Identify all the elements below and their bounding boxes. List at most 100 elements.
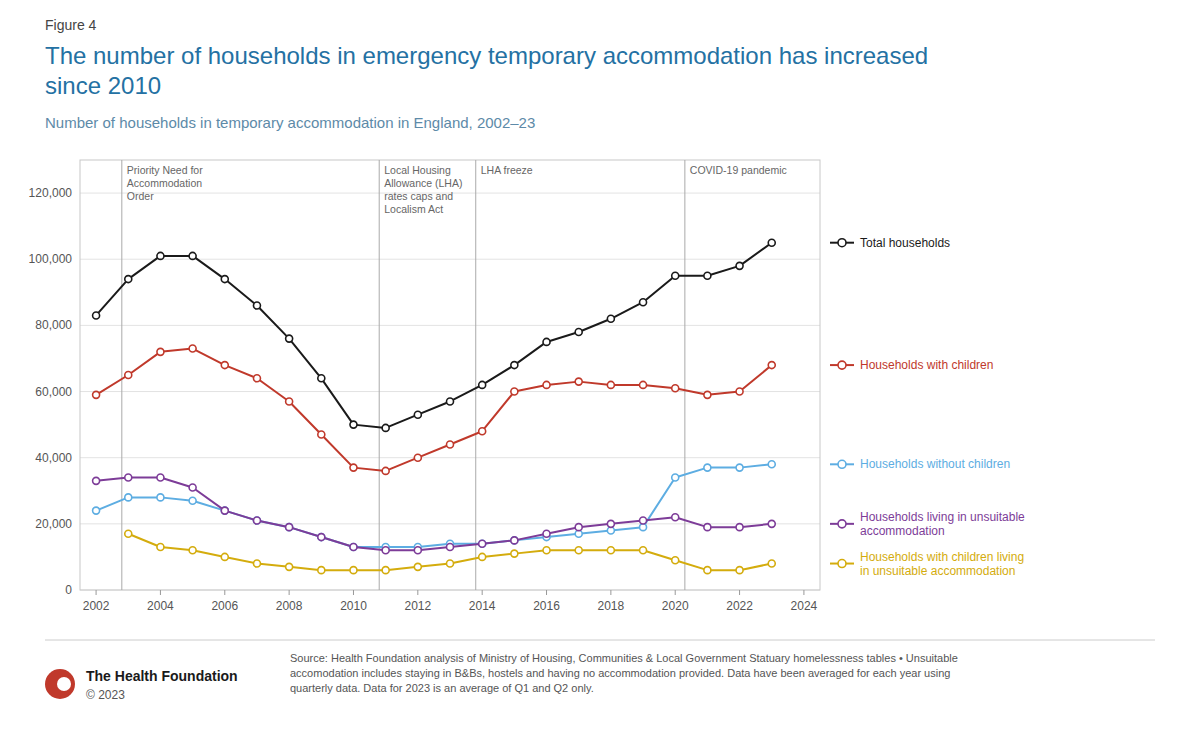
data-point [318, 567, 325, 574]
data-point [221, 507, 228, 514]
data-point [768, 461, 775, 468]
data-point [640, 381, 647, 388]
data-point [607, 547, 614, 554]
data-point [575, 378, 582, 385]
data-point [672, 385, 679, 392]
x-tick-label: 2014 [469, 599, 496, 613]
data-point [382, 424, 389, 431]
data-point [607, 315, 614, 322]
data-point [286, 563, 293, 570]
x-tick [417, 590, 418, 595]
data-point [640, 299, 647, 306]
x-tick-label: 2022 [726, 599, 753, 613]
data-point [607, 381, 614, 388]
data-point [93, 312, 100, 319]
x-tick [803, 590, 804, 595]
data-point [189, 252, 196, 259]
data-point [157, 474, 164, 481]
data-point [350, 421, 357, 428]
legend-label: Households with children livingin unsuit… [860, 550, 1024, 578]
data-point [125, 530, 132, 537]
data-point [479, 381, 486, 388]
org-name: The Health Foundation [86, 668, 238, 684]
logo [57, 677, 71, 691]
x-tick [675, 590, 676, 595]
reference-line [475, 160, 476, 590]
series-line [96, 478, 772, 551]
legend: Total householdsHouseholds with children… [830, 236, 1025, 578]
data-point [350, 544, 357, 551]
data-point [414, 547, 421, 554]
data-point [640, 517, 647, 524]
data-point [382, 467, 389, 474]
x-tick-label: 2018 [598, 599, 625, 613]
text-line: Households with children [860, 358, 993, 372]
text-line: Households without children [860, 457, 1010, 471]
data-point [157, 252, 164, 259]
reference-line [121, 160, 122, 590]
x-tick-label: 2004 [147, 599, 174, 613]
source: Source: Health Foundation analysis of Mi… [290, 652, 958, 694]
x-tick [289, 590, 290, 595]
x-tick-label: 2012 [404, 599, 431, 613]
data-point [511, 362, 518, 369]
legend-marker [838, 460, 846, 468]
series-line [96, 243, 772, 428]
data-point [157, 348, 164, 355]
text-line: accomodation includes staying in B&Bs, h… [290, 667, 950, 679]
legend-marker [838, 560, 846, 568]
x-tick-label: 2002 [83, 599, 110, 613]
data-point [253, 560, 260, 567]
data-point [286, 524, 293, 531]
data-point [318, 534, 325, 541]
data-point [157, 544, 164, 551]
data-point [447, 544, 454, 551]
annotation: Priority Need forAccommodationOrder [127, 164, 203, 202]
series [93, 461, 776, 551]
data-point [543, 338, 550, 345]
x-tick-label: 2024 [791, 599, 818, 613]
data-point [768, 362, 775, 369]
text-line: Order [127, 190, 154, 202]
data-point [125, 372, 132, 379]
data-point [704, 272, 711, 279]
text-line: Allowance (LHA) [384, 177, 462, 189]
data-point [189, 484, 196, 491]
annotations: Priority Need forAccommodationOrder Local… [127, 164, 787, 215]
data-point [125, 474, 132, 481]
data-point [768, 560, 775, 567]
data-point [221, 276, 228, 283]
data-point [447, 560, 454, 567]
series [93, 474, 776, 554]
background [0, 0, 1200, 751]
text-line: since 2010 [45, 72, 161, 99]
data-point [93, 477, 100, 484]
data-point [93, 391, 100, 398]
x-tick [224, 590, 225, 595]
data-point [575, 547, 582, 554]
data-point [672, 474, 679, 481]
annotation: COVID-19 pandemic [690, 164, 787, 176]
text-line: The number of households in emergency te… [45, 42, 928, 69]
data-point [479, 540, 486, 547]
data-point [286, 335, 293, 342]
data-point [447, 398, 454, 405]
data-point [479, 553, 486, 560]
annotation: Local HousingAllowance (LHA)rates caps a… [384, 164, 462, 215]
data-point [479, 540, 486, 547]
legend-marker [838, 520, 846, 528]
data-point [607, 520, 614, 527]
data-point [672, 272, 679, 279]
figure-label: Figure 4 [45, 17, 97, 33]
data-point [253, 302, 260, 309]
x-tick-label: 2008 [276, 599, 303, 613]
data-point [93, 507, 100, 514]
data-point [511, 388, 518, 395]
data-point [157, 494, 164, 501]
data-point [350, 567, 357, 574]
data-point [221, 362, 228, 369]
y-tick-label: 60,000 [35, 385, 72, 399]
data-point [704, 567, 711, 574]
legend-marker [838, 239, 846, 247]
data-point [447, 441, 454, 448]
